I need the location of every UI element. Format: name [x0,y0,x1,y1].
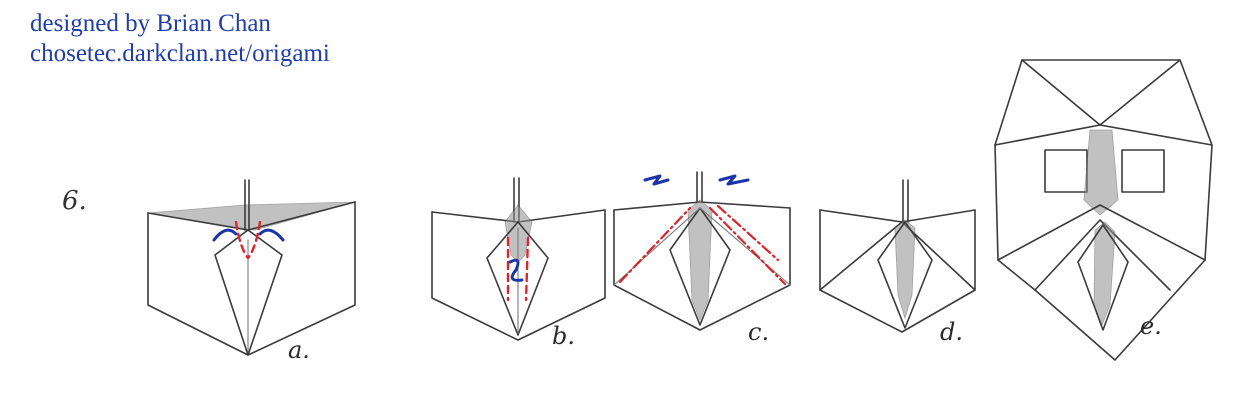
panel-label-b: b. [552,322,575,350]
panel-c-kite [669,207,731,326]
panel-a-top-shading [147,201,356,231]
panel-label-d: d. [940,318,963,346]
panel-d-tip [902,179,909,223]
panel-a-tip [244,179,250,231]
panel-d-kite [877,221,933,329]
panel-c-drawing [613,171,791,331]
panel-label-e: e. [1140,312,1162,340]
panel-e-jaw [1034,219,1171,291]
panel-c-left-mountain-crease [618,206,692,284]
panel-e-brow [994,124,1213,146]
designer-credit: designed by Brian Chan [30,10,271,37]
panel-c-tip [696,171,703,203]
panel-d-top-edge [819,209,976,223]
panel-c-left-arrow [643,174,670,186]
panel-a-kite [214,229,283,356]
panel-b-fold-arrow [508,258,524,282]
panel-c-outline [613,207,791,331]
panel-d-shading [894,219,916,320]
panel-c-shading [687,199,713,322]
panel-e-left-block [1044,149,1088,193]
panel-c-right-arrow [718,174,750,186]
panel-d-drawing [819,179,976,333]
panel-a-fold-arrows [212,228,285,242]
panel-label-a: a. [288,336,310,364]
panel-e-drawing [994,59,1213,361]
panel-d-outline [819,209,976,333]
panel-e-right-block [1121,149,1165,193]
designer-website: chosetec.darkclan.net/origami [30,40,330,67]
panel-e-cheeks [997,204,1206,261]
panel-b-kite [486,221,549,336]
panel-a-drawing [147,179,356,356]
panel-c-right-mountain-crease [708,204,787,286]
panel-e-outline [994,59,1213,361]
panel-label-c: c. [748,318,770,346]
panel-a-valley-creases [234,220,262,260]
panel-c-diagonals [613,207,791,286]
panel-b-valley-creases [506,236,530,302]
panel-e-nose-shading [1083,129,1119,216]
step-number: 6. [62,186,87,216]
panel-e-upper-flap [1021,59,1181,126]
panel-b-drawing [431,177,606,341]
panel-b-outline [431,209,606,341]
panel-e-beard [1077,224,1129,331]
